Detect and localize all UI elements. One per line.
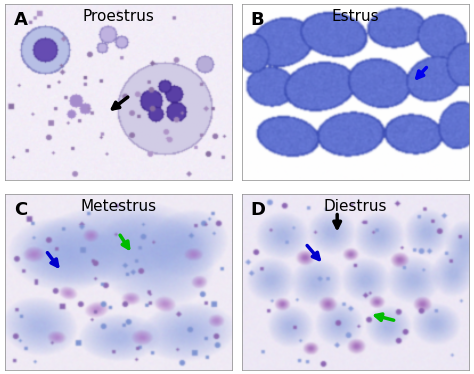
Text: Metestrus: Metestrus xyxy=(81,199,156,214)
Text: Diestrus: Diestrus xyxy=(324,199,387,214)
Text: D: D xyxy=(251,201,265,219)
Text: C: C xyxy=(14,201,27,219)
Text: B: B xyxy=(251,11,264,29)
Text: A: A xyxy=(14,11,27,29)
Text: Estrus: Estrus xyxy=(332,9,379,24)
Text: Proestrus: Proestrus xyxy=(82,9,155,24)
